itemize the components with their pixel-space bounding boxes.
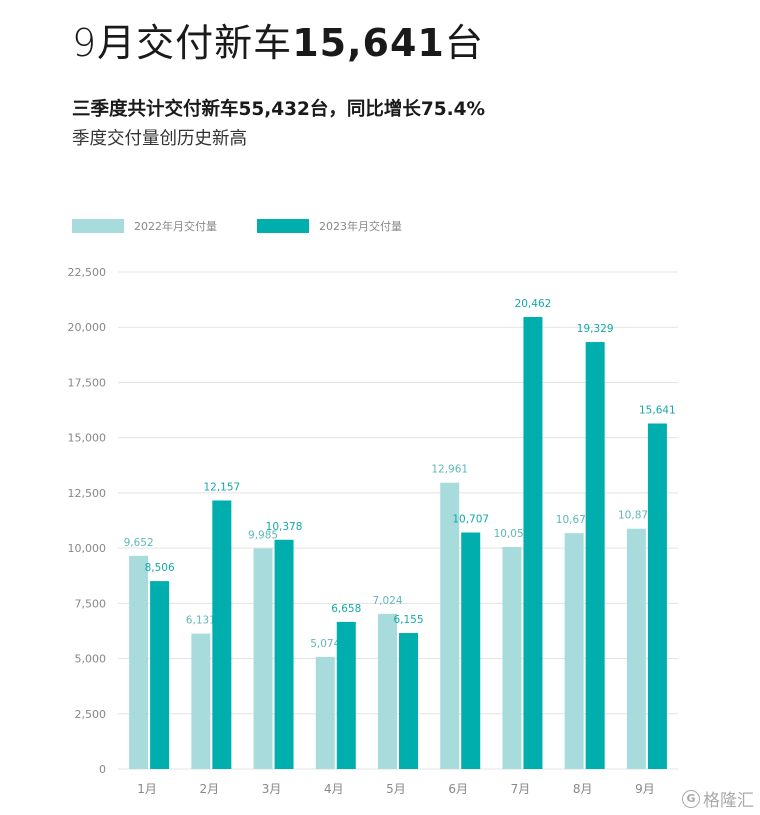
data-label: 19,329 [577, 323, 614, 335]
y-tick-label: 2,500 [75, 708, 107, 721]
data-label: 9,652 [124, 537, 154, 549]
x-tick-label: 1月 [137, 782, 157, 796]
headline-text: 9月交付新车 [72, 21, 293, 65]
legend-item-2023: 2023年月交付量 [257, 218, 402, 234]
x-tick-label: 7月 [511, 782, 531, 796]
y-tick-label: 20,000 [68, 321, 107, 334]
data-label: 12,961 [431, 464, 468, 476]
y-tick-label: 12,500 [68, 487, 107, 500]
bar-2023 [399, 633, 418, 769]
legend-swatch-2022 [72, 219, 124, 233]
bar-2023 [274, 539, 294, 769]
data-label: 6,658 [331, 603, 361, 615]
x-tick-label: 4月 [324, 782, 344, 796]
y-tick-label: 5,000 [75, 653, 107, 666]
watermark: G 格隆汇 [682, 786, 754, 811]
y-tick-label: 10,000 [68, 542, 107, 555]
data-label: 10,378 [266, 521, 303, 533]
bar-2023 [461, 532, 481, 769]
bar-2023 [647, 423, 667, 769]
bar-2023 [523, 317, 543, 769]
data-label: 8,506 [145, 562, 175, 574]
y-tick-label: 17,500 [68, 376, 107, 389]
legend-label-2023: 2023年月交付量 [319, 220, 402, 233]
data-label: 15,641 [639, 405, 676, 417]
bar-2022 [564, 533, 584, 769]
data-label: 10,707 [452, 513, 489, 525]
bar-2022 [626, 528, 646, 769]
bar-2023 [336, 621, 356, 769]
bar-2022 [440, 482, 460, 769]
bar-2023 [212, 500, 232, 769]
bar-2023 [150, 581, 170, 769]
data-label: 20,462 [515, 298, 552, 310]
data-label: 9,985 [248, 529, 278, 541]
data-label: 12,157 [203, 481, 240, 493]
x-tick-label: 9月 [635, 782, 655, 796]
x-tick-label: 8月 [573, 782, 593, 796]
bar-2022 [315, 656, 335, 769]
data-label: 6,155 [393, 614, 423, 626]
bar-2022 [378, 613, 397, 769]
x-tick-label: 5月 [386, 782, 406, 796]
data-label: 10,878 [618, 510, 655, 522]
subtitle-quarter-total: 三季度共计交付新车55,432台，同比增长75.4% [72, 99, 486, 120]
watermark-icon: G [682, 789, 700, 808]
watermark-text: 格隆汇 [703, 791, 754, 811]
headline-number: 15,641 [292, 21, 445, 65]
bar-2022 [253, 548, 273, 769]
data-label: 10,677 [556, 514, 593, 526]
x-tick-label: 6月 [448, 782, 468, 796]
page-title: 9月交付新车15,641台 [72, 12, 484, 67]
bar-2022 [191, 633, 211, 769]
bar-2023 [585, 342, 605, 769]
data-label: 10,052 [494, 528, 531, 540]
y-tick-label: 7,500 [75, 597, 107, 610]
y-tick-label: 0 [99, 763, 106, 776]
x-tick-label: 2月 [200, 782, 220, 796]
legend-swatch-2023 [257, 219, 309, 233]
headline-unit: 台 [444, 21, 484, 65]
y-tick-label: 22,500 [68, 266, 107, 279]
y-tick-label: 15,000 [68, 432, 107, 445]
subtitle-record: 季度交付量创历史新高 [72, 129, 247, 149]
data-label: 7,024 [372, 595, 402, 607]
legend-label-2022: 2022年月交付量 [134, 220, 217, 233]
data-label: 6,131 [186, 615, 216, 627]
bar-2022 [129, 555, 149, 769]
x-tick-label: 3月 [262, 782, 282, 796]
legend-item-2022: 2022年月交付量 [72, 218, 217, 234]
data-label: 5,074 [310, 638, 340, 650]
bar-2022 [502, 546, 522, 769]
